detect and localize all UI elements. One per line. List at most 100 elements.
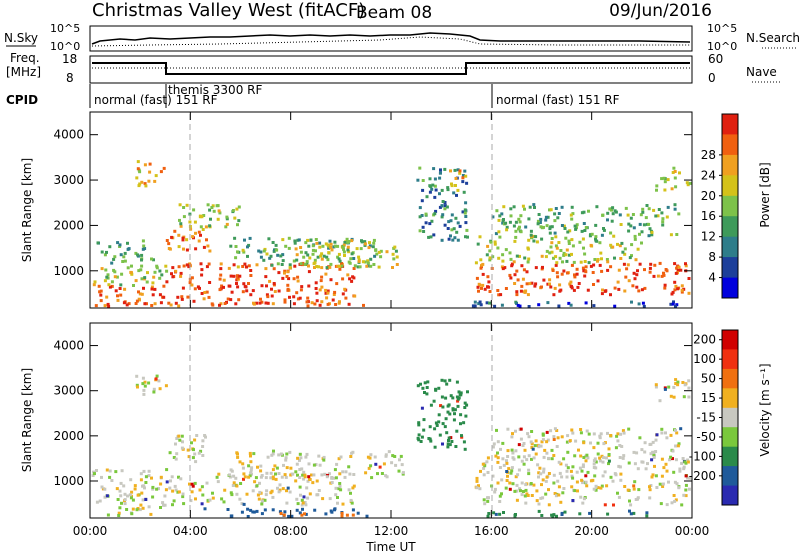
range-time-cell xyxy=(330,481,334,484)
range-time-cell xyxy=(91,474,95,477)
range-time-cell xyxy=(449,436,453,440)
range-time-cell xyxy=(665,469,669,473)
range-time-cell xyxy=(139,478,143,482)
range-time-cell xyxy=(451,408,455,412)
range-time-cell xyxy=(456,399,460,403)
range-time-cell xyxy=(486,514,490,518)
range-time-cell xyxy=(193,438,197,442)
range-time-cell xyxy=(530,281,534,285)
colorbar-swatch xyxy=(722,446,738,467)
range-time-cell xyxy=(456,404,460,408)
range-time-cell xyxy=(444,417,448,421)
range-time-cell xyxy=(110,261,114,265)
range-time-cell xyxy=(574,439,578,443)
range-time-cell xyxy=(343,254,346,257)
range-time-cell xyxy=(510,469,514,473)
range-time-cell xyxy=(502,463,506,467)
range-time-cell xyxy=(423,381,427,385)
range-time-cell xyxy=(514,220,518,224)
range-time-cell xyxy=(256,493,260,497)
range-time-cell xyxy=(305,300,309,304)
range-time-cell xyxy=(570,485,574,489)
range-time-cell xyxy=(264,493,268,497)
range-time-cell xyxy=(167,242,171,246)
range-time-cell xyxy=(251,489,255,493)
range-time-cell xyxy=(632,271,636,275)
range-time-cell xyxy=(587,209,590,213)
range-time-cell xyxy=(286,486,290,490)
range-time-cell xyxy=(159,482,163,486)
range-time-cell xyxy=(488,256,492,260)
range-time-cell xyxy=(672,300,675,304)
range-time-cell xyxy=(671,290,675,294)
range-time-cell xyxy=(550,225,554,229)
range-time-cell xyxy=(547,472,551,475)
range-time-cell xyxy=(227,266,231,270)
range-time-cell xyxy=(598,241,602,245)
range-time-cell xyxy=(475,276,479,280)
range-time-cell xyxy=(686,458,690,462)
range-time-cell xyxy=(152,390,156,394)
range-time-cell xyxy=(640,241,643,245)
range-time-cell xyxy=(486,275,490,279)
range-time-cell xyxy=(651,450,655,454)
range-time-cell xyxy=(130,272,134,276)
range-time-cell xyxy=(177,490,181,494)
range-time-cell xyxy=(553,219,557,223)
range-time-cell xyxy=(391,266,394,269)
range-time-cell xyxy=(116,498,120,501)
range-time-cell xyxy=(328,265,332,269)
range-time-cell xyxy=(175,452,179,456)
range-time-cell xyxy=(514,429,517,433)
range-time-cell xyxy=(534,282,538,286)
range-time-cell xyxy=(570,205,574,209)
colorbar-swatch xyxy=(722,330,738,350)
range-time-cell xyxy=(464,235,467,239)
range-time-cell xyxy=(530,457,533,461)
range-time-cell xyxy=(596,258,600,261)
range-time-cell xyxy=(450,213,454,217)
range-time-cell xyxy=(285,489,288,493)
range-time-cell xyxy=(509,471,513,475)
range-time-cell xyxy=(589,243,593,247)
range-time-cell xyxy=(549,285,553,289)
range-time-cell xyxy=(482,466,486,470)
range-time-cell xyxy=(232,274,236,278)
range-time-cell xyxy=(668,458,672,462)
range-time-cell xyxy=(286,288,290,292)
range-time-cell xyxy=(346,273,350,277)
range-time-cell xyxy=(501,253,505,257)
range-time-cell xyxy=(560,513,564,516)
range-time-cell xyxy=(660,474,664,478)
range-time-cell xyxy=(496,440,500,444)
x-tick-label: 08:00 xyxy=(273,524,308,538)
range-time-cell xyxy=(307,475,311,479)
range-time-cell xyxy=(334,303,338,306)
range-time-cell xyxy=(204,435,207,439)
range-time-cell xyxy=(540,237,544,241)
range-time-cell xyxy=(645,204,649,207)
range-time-cell xyxy=(317,265,320,269)
range-time-cell xyxy=(545,249,549,253)
range-time-cell xyxy=(545,475,549,479)
range-time-cell xyxy=(475,479,479,483)
range-time-cell xyxy=(105,295,109,299)
range-time-cell xyxy=(251,289,255,293)
range-time-cell xyxy=(438,176,442,180)
range-time-cell xyxy=(676,380,680,384)
range-time-cell xyxy=(114,289,118,293)
range-time-cell xyxy=(606,218,609,222)
range-time-cell xyxy=(561,260,564,264)
range-time-cell xyxy=(330,248,334,252)
range-time-cell xyxy=(526,293,530,297)
range-time-cell xyxy=(315,299,319,303)
range-time-cell xyxy=(648,496,652,500)
range-time-cell xyxy=(118,245,122,248)
range-time-cell xyxy=(310,473,313,477)
range-time-cell xyxy=(514,475,518,479)
range-time-cell xyxy=(450,182,453,186)
range-time-cell xyxy=(151,485,155,489)
range-time-cell xyxy=(655,486,659,489)
range-time-cell xyxy=(462,440,466,444)
range-time-cell xyxy=(446,227,450,230)
